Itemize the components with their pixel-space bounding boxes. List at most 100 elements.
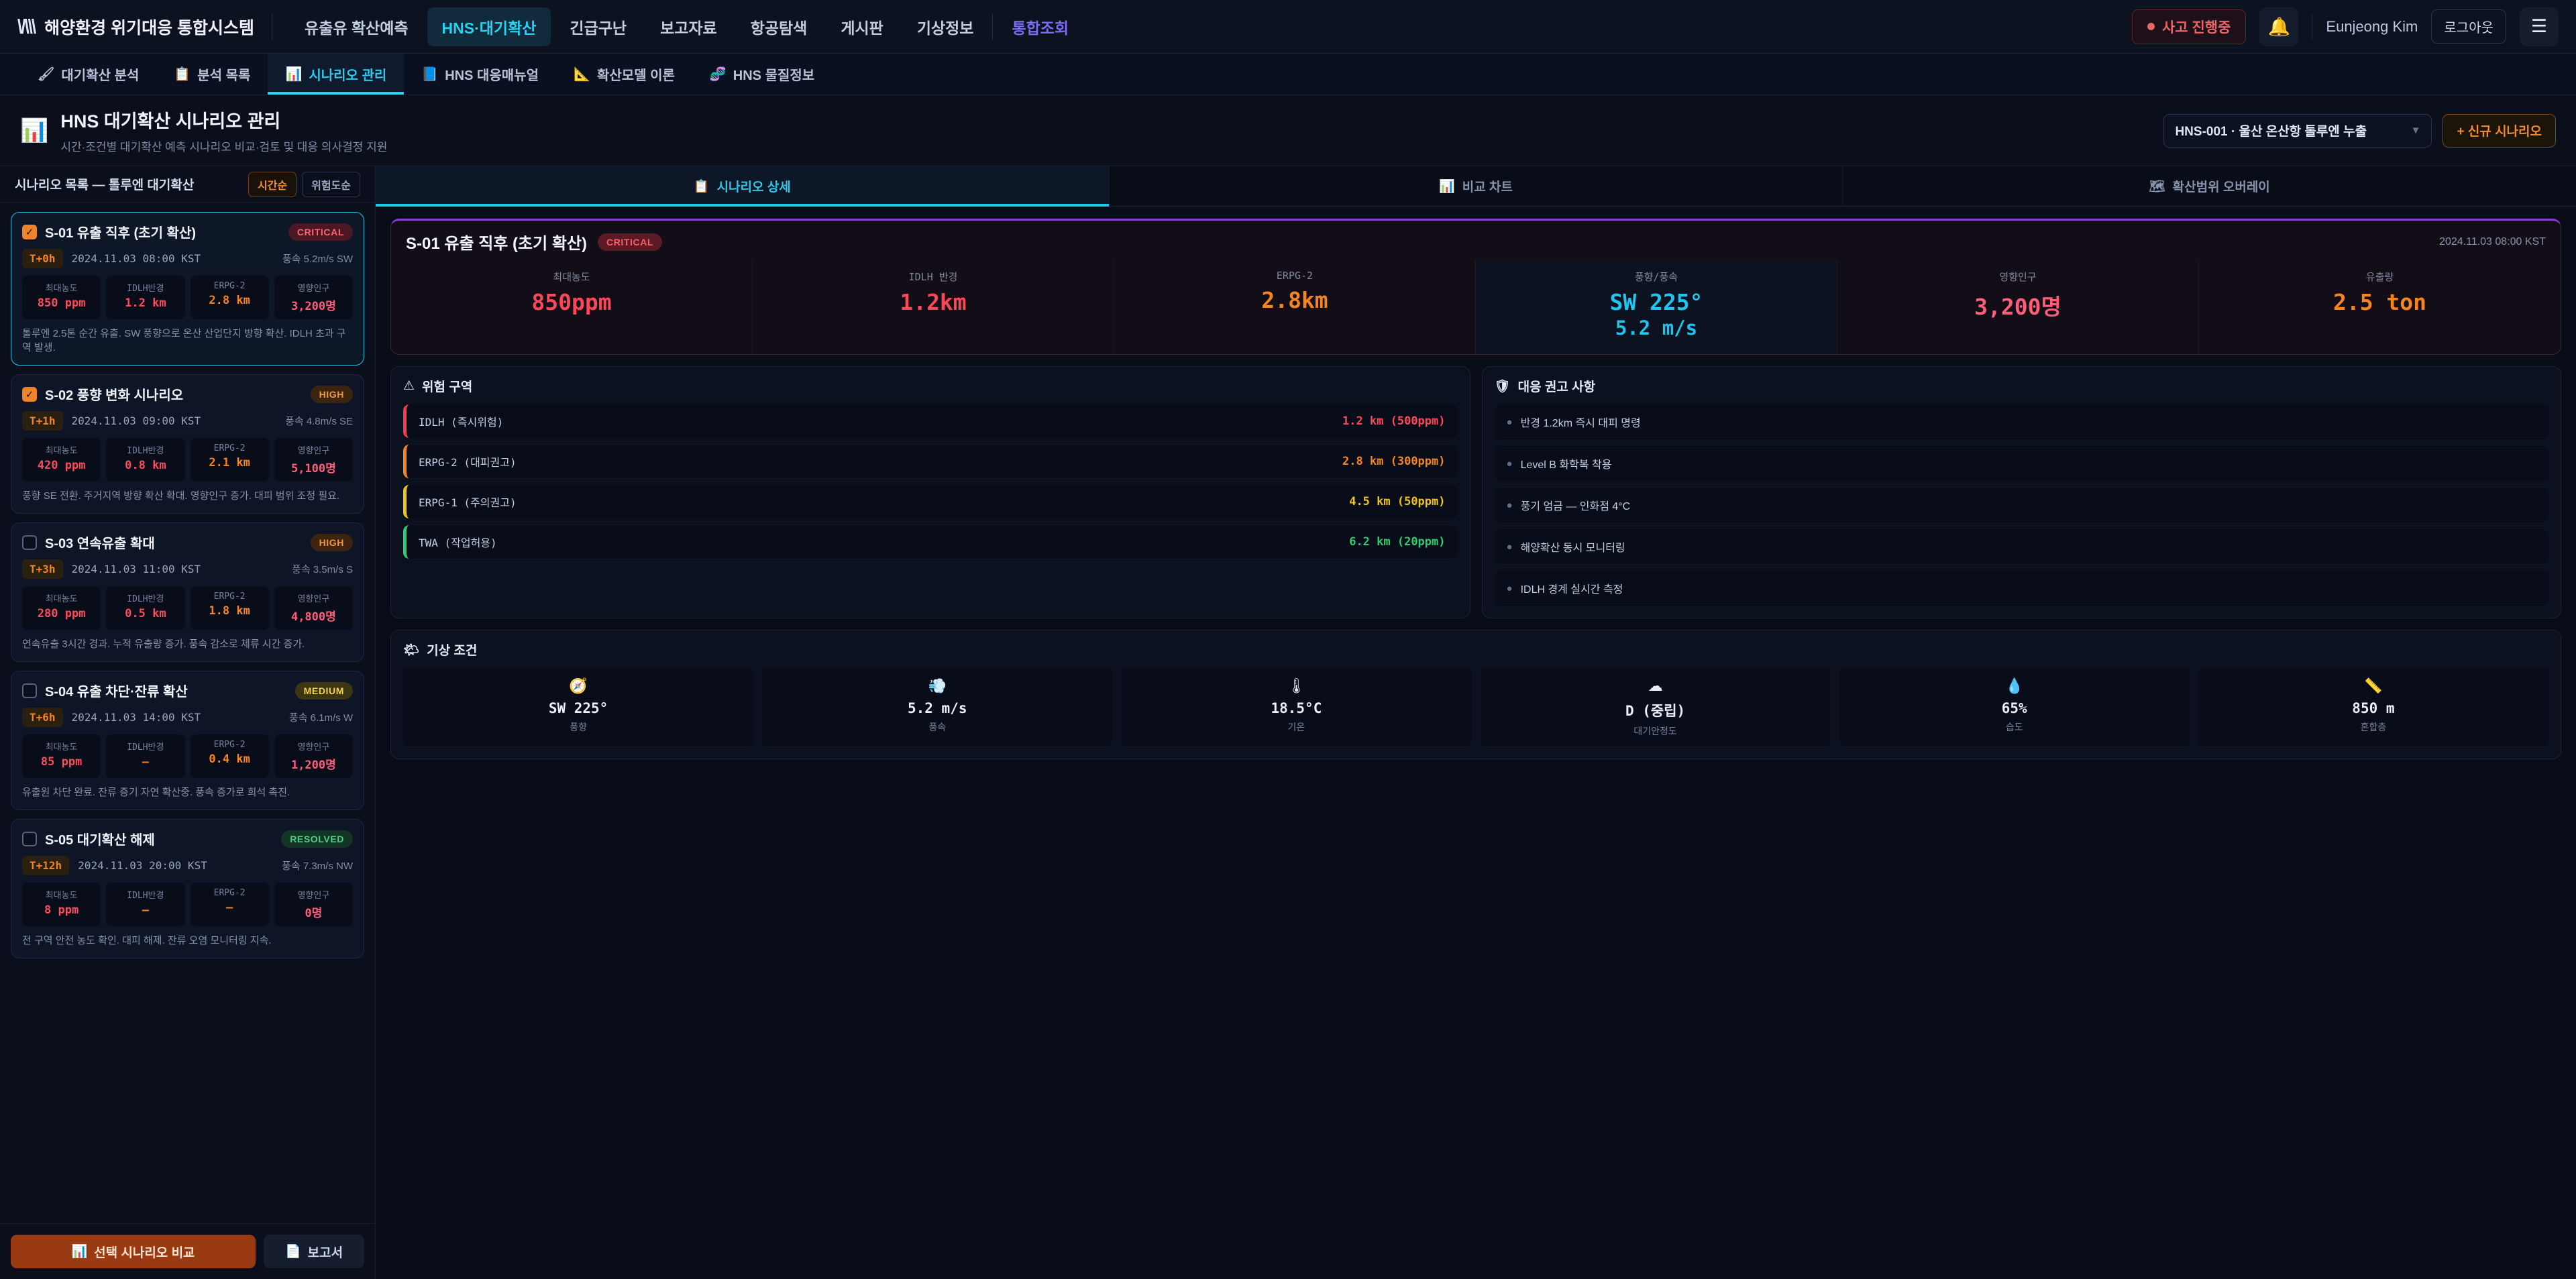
report-button[interactable]: 📄 보고서 [264,1235,364,1268]
weather-label: 기온 [1287,722,1305,732]
tab-2[interactable]: 🗺 확산범위 오버레이 [1843,166,2576,206]
scenario-kpi: 영향인구 1,200명 [274,734,353,778]
scenario-card[interactable]: S-03 연속유출 확대 HIGH T+3h 2024.11.03 11:00 KST… [11,522,364,662]
scenario-kpi-label: IDLH반경 [127,891,164,901]
compare-scenarios-button[interactable]: 📊 선택 시나리오 비교 [11,1235,256,1268]
scenario-kpi-value: 1,200명 [290,759,336,772]
scenario-selector[interactable]: HNS-001 · 울산 온산항 톨루엔 누출 ▼ [2163,113,2432,148]
scenario-card[interactable]: S-04 유출 차단·잔류 확산 MEDIUM T+6h 2024.11.03 14:… [11,671,364,810]
scenario-kpi: IDLH반경 0.5 km [106,586,185,630]
scenario-description: 전 구역 안전 농도 확인. 대피 해제. 잔류 오염 모니터링 지속. [22,935,272,946]
scenario-checkbox[interactable] [22,535,37,550]
sort-button-0[interactable]: 시간순 [248,171,297,197]
scenario-kpi-value: 0.8 km [125,459,166,472]
subnav-item-2[interactable]: 📊 시나리오 관리 [268,54,405,95]
weather-value: D (중립) [1625,703,1686,719]
scenario-wind: 풍속 4.8m/s SE [285,416,353,427]
scenario-card[interactable]: S-05 대기확산 해제 RESOLVED T+12h 2024.11.03 20:0… [11,819,364,958]
logout-button[interactable]: 로그아웃 [2431,9,2506,44]
scenario-summary-panel: S-01 유출 직후 (초기 확산) CRITICAL 2024.11.03 0… [390,219,2561,355]
scenario-time-row: T+12h 2024.11.03 20:00 KST 풍속 7.3m/s NW [22,856,353,875]
scenario-description: 톨루엔 2.5톤 순간 유출. SW 풍향으로 온산 산업단지 방향 확산. I… [22,328,346,353]
scenario-time-offset: T+6h [22,708,63,727]
subnav-item-3[interactable]: 📘 HNS 대응매뉴얼 [404,54,556,95]
recommendation-row: ● 해양확산 동시 모니터링 [1494,529,2548,564]
recommendation-text: 해양확산 동시 모니터링 [1520,543,1625,554]
page-header-actions: HNS-001 · 울산 온산항 톨루엔 누출 ▼ + 신규 시나리오 [2163,113,2556,148]
main-menu-item-4[interactable]: 항공탐색 [750,19,808,37]
scenario-card[interactable]: ✓ S-01 유출 직후 (초기 확산) CRITICAL T+0h 2024.11.0… [11,212,364,366]
scenario-severity-badge: CRITICAL [288,223,353,241]
tab-1[interactable]: 📊 비교 차트 [1110,166,1843,206]
weather-icon: 🌤 [403,643,420,657]
main-menu-item-0[interactable]: 유출유 확산예측 [305,19,409,37]
weather-cell: 💨 5.2 m/s 풍속 [762,668,1113,746]
recommendation-text: 풍기 엄금 — 인화점 4°C [1520,501,1631,512]
hero-metric-value: 850ppm [531,289,612,315]
main-menu-item-3[interactable]: 보고자료 [660,19,717,37]
scenario-kpi-label: ERPG-2 [213,888,246,898]
scenario-timestamp: 2024.11.03 20:00 KST [78,859,207,872]
tab-label-0: 시나리오 상세 [716,180,791,194]
bell-icon: 🔔 [2267,16,2291,37]
subnav-item-1[interactable]: 📋 분석 목록 [156,54,268,95]
incident-status-badge[interactable]: 사고 진행중 [2131,9,2247,44]
main-menu-item-5[interactable]: 게시판 [841,19,883,37]
scenario-kpi-value: 85 ppm [40,755,83,769]
scenario-checkbox[interactable]: ✓ [22,224,37,239]
main-content: 📋 시나리오 상세 📊 비교 차트 🗺 확산범위 오버레이 S-01 유출 직후 (초기 … [376,166,2576,1279]
notification-bell-button[interactable]: 🔔 [2259,7,2299,46]
compare-chart-icon: 📊 [71,1245,88,1259]
scenario-checkbox[interactable] [22,831,37,846]
scenario-list: ✓ S-01 유출 직후 (초기 확산) CRITICAL T+0h 2024.11.0… [0,203,375,968]
weather-label: 대기안정도 [1633,726,1677,736]
scenario-kpi-value: 0명 [305,907,323,920]
weather-header: 🌤 기상 조건 [403,641,2548,659]
subnav-icon-1: 📋 [174,67,191,82]
weather-grid: 🧭 SW 225° 풍향 💨 5.2 m/s 풍속 🌡 18.5°C 기온 ☁ D (중립) 대기안정… [403,668,2548,746]
scenario-kpi-value: 8 ppm [44,903,79,917]
new-scenario-button[interactable]: + 신규 시나리오 [2443,113,2556,148]
scenario-name: S-04 유출 차단·잔류 확산 [45,685,188,700]
tab-icon-0: 📋 [693,179,710,194]
scenario-kpi-value: 2.1 km [209,456,250,469]
sort-button-1[interactable]: 위험도순 [302,171,360,197]
scenario-kpi-value: — [142,755,149,769]
subnav-label-2: 시나리오 관리 [309,68,387,83]
scenario-checkbox[interactable] [22,683,37,698]
subnav-item-5[interactable]: 🧬 HNS 물질정보 [692,54,832,95]
scenario-card[interactable]: ✓ S-02 풍향 변화 시나리오 HIGH T+1h 2024.11.03 09:00… [11,374,364,514]
incident-status-label: 사고 진행중 [2161,19,2231,36]
main-menu-item-6[interactable]: 기상정보 [916,19,974,37]
tab-0[interactable]: 📋 시나리오 상세 [376,166,1110,207]
weather-cell: 🌡 18.5°C 기온 [1121,668,1472,746]
risk-zones-list: IDLH (즉시위험) 1.2 km (500ppm) ERPG-2 (대피권고) 2… [403,404,1458,559]
scenario-severity-badge: CRITICAL [598,233,663,251]
compare-label: 선택 시나리오 비교 [94,1245,195,1260]
bullet-icon: ● [1506,541,1513,553]
scenario-kpi-label: IDLH반경 [127,594,164,604]
risk-zones-header: ⚠ 위험 구역 [403,377,1458,395]
scenario-kpi-label: 최대농도 [45,594,78,604]
hero-metric-value: 2.8km [1261,287,1328,313]
scenario-time-offset: T+3h [22,559,63,579]
recommendations-header: 🛡 대응 권고 사항 [1495,377,2549,395]
main-menu-item-7[interactable]: 통합조회 [1012,19,1069,37]
scenario-kpi-value: 0.5 km [125,607,166,620]
main-menu-item-2[interactable]: 긴급구난 [570,19,627,37]
scenario-severity-badge: HIGH [310,533,353,551]
scenario-kpi-label: IDLH반경 [127,284,164,294]
scenario-kpi-value: 4,800명 [290,610,336,624]
scenario-card-header: ✓ S-01 유출 직후 (초기 확산) CRITICAL [22,222,353,241]
subnav-item-0[interactable]: 🖌 대기확산 분석 [20,54,156,95]
subnav-item-4[interactable]: 📐 확산모델 이론 [556,54,692,95]
sidebar-footer: 📊 선택 시나리오 비교 📄 보고서 [0,1223,375,1279]
weather-cell: 📏 850 m 혼합층 [2198,668,2548,746]
hamburger-menu-button[interactable]: ☰ [2520,7,2559,46]
main-menu-item-1[interactable]: HNS·대기확산 [427,7,551,46]
scenario-checkbox[interactable]: ✓ [22,386,37,402]
scenario-kpi: ERPG-2 2.8 km [190,276,269,319]
logo-icon: \/\\\ [17,14,36,38]
scenario-timestamp: 2024.11.03 08:00 KST [2439,235,2546,247]
scenario-kpi-value: 280 ppm [37,607,86,620]
